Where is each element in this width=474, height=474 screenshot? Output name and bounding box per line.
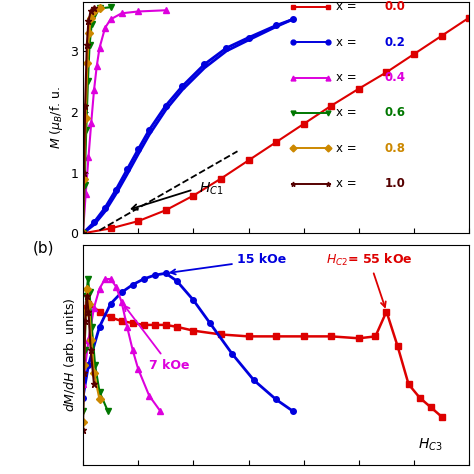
Text: 15 kOe: 15 kOe [171, 254, 287, 274]
Text: x =: x = [336, 142, 360, 155]
Text: x =: x = [336, 36, 360, 49]
Text: x =: x = [336, 0, 360, 13]
Y-axis label: $M$ ($\mu_B$/f. u.: $M$ ($\mu_B$/f. u. [47, 86, 64, 149]
Text: x =: x = [336, 71, 360, 84]
Text: 0.2: 0.2 [384, 36, 405, 49]
Y-axis label: $dM/dH$ (arb. units): $dM/dH$ (arb. units) [63, 297, 77, 412]
Text: $H_{C1}$: $H_{C1}$ [199, 180, 223, 197]
Text: $H_{C3}$: $H_{C3}$ [419, 437, 443, 453]
Text: 0.4: 0.4 [384, 71, 405, 84]
Text: x =: x = [336, 107, 360, 119]
Text: 7 kOe: 7 kOe [125, 306, 190, 372]
Text: $H_{C2}$= 55 kOe: $H_{C2}$= 55 kOe [326, 252, 412, 307]
Text: 0.6: 0.6 [384, 107, 405, 119]
Text: x =: x = [336, 177, 360, 190]
Text: 1.0: 1.0 [384, 177, 405, 190]
Text: (b): (b) [33, 240, 54, 255]
Text: 0.8: 0.8 [384, 142, 405, 155]
Text: 0.0: 0.0 [384, 0, 405, 13]
